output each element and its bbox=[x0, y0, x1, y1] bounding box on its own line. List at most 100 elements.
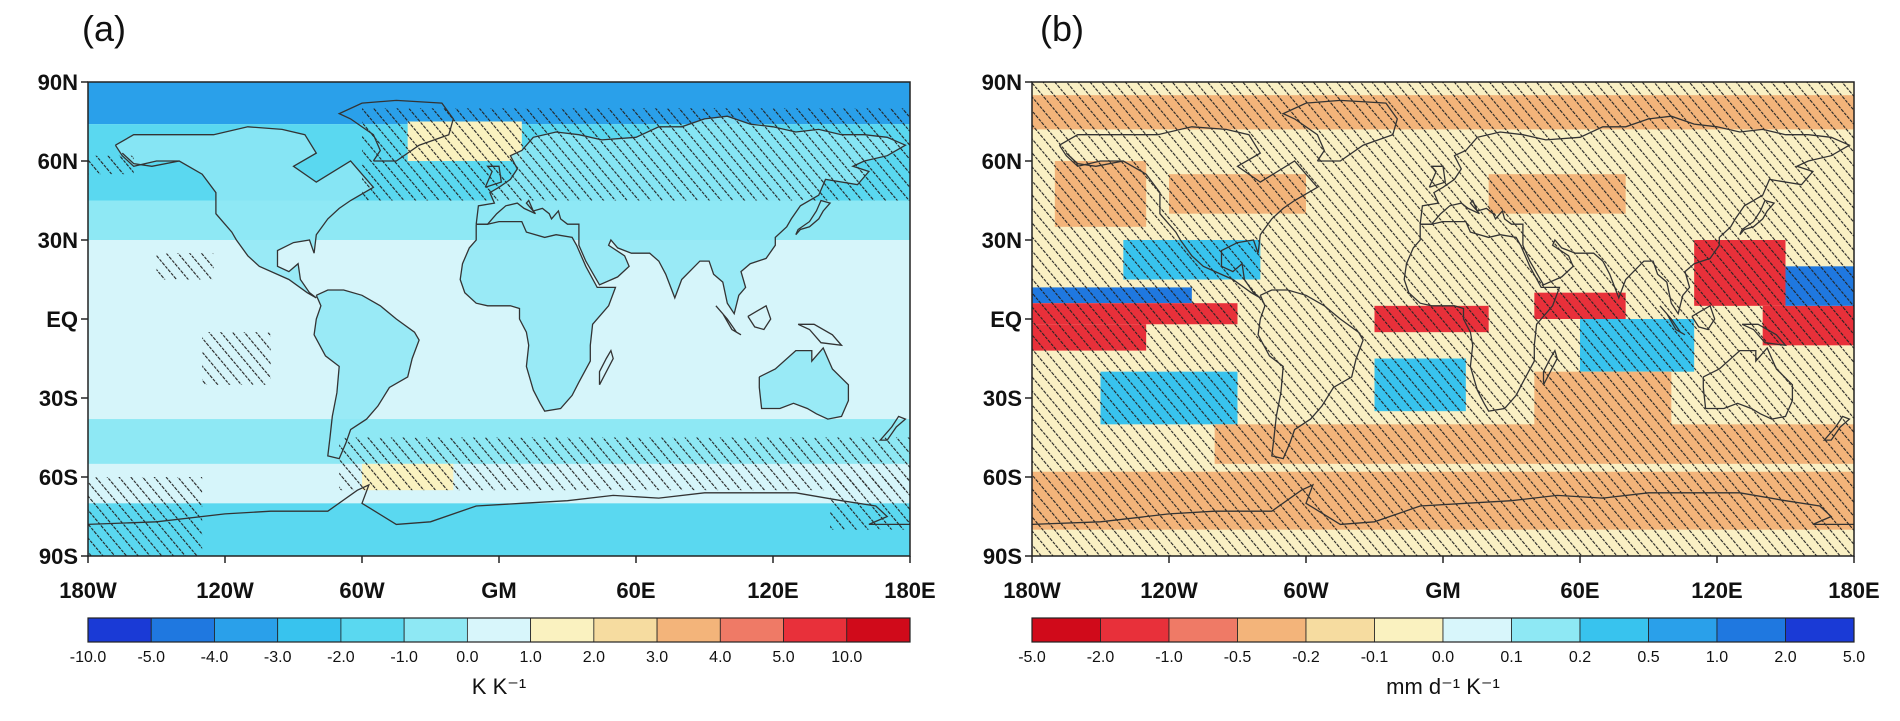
colorbar-swatch bbox=[1237, 617, 1307, 643]
map-field bbox=[1032, 82, 1854, 556]
panel-b-label: (b) bbox=[1040, 8, 1084, 49]
colorbar-tick-label: 5.0 bbox=[1843, 649, 1865, 666]
lat-label: 90N bbox=[982, 70, 1022, 95]
colorbar-tick-label: -2.0 bbox=[327, 649, 355, 666]
lon-label: 180W bbox=[59, 578, 117, 603]
coastline bbox=[1659, 305, 1686, 336]
lat-label: 90S bbox=[39, 544, 78, 569]
lat-label: 90N bbox=[38, 70, 78, 95]
colorbar-swatch bbox=[1100, 617, 1170, 643]
coastline bbox=[313, 289, 420, 460]
colorbar-swatch bbox=[403, 617, 468, 643]
colorbar-unit: mm d⁻¹ K⁻¹ bbox=[1386, 674, 1500, 699]
coastline bbox=[1032, 483, 1854, 526]
lat-label: 60N bbox=[38, 149, 78, 174]
lon-label: 180E bbox=[884, 578, 935, 603]
coastline bbox=[459, 220, 617, 412]
colorbar-tick-label: -4.0 bbox=[201, 649, 229, 666]
colorbar-tick-label: -2.0 bbox=[1087, 649, 1115, 666]
coastline bbox=[1822, 415, 1851, 441]
lon-label: 180E bbox=[1828, 578, 1879, 603]
colorbar-swatch bbox=[1305, 617, 1375, 643]
colorbar-swatch bbox=[150, 617, 215, 643]
colorbar-unit: K K⁻¹ bbox=[472, 674, 526, 699]
lon-label: 60W bbox=[1283, 578, 1328, 603]
field-land bbox=[759, 348, 849, 420]
field-antarctic bbox=[88, 503, 910, 556]
panel-a-label: (a) bbox=[82, 8, 126, 49]
lat-label: 60N bbox=[982, 149, 1022, 174]
colorbar-tick-label: -0.5 bbox=[1224, 649, 1252, 666]
colorbar-tick-label: 2.0 bbox=[1774, 649, 1796, 666]
panel-b-map: 90N 60N 30N EQ 30S 60S 90S 180W 120W 60W GM 60E 120E… bbox=[982, 70, 1880, 699]
coastline bbox=[1739, 199, 1776, 236]
coastline bbox=[1257, 289, 1364, 460]
lat-label: EQ bbox=[46, 307, 78, 332]
significance-hatch bbox=[88, 155, 134, 175]
colorbar-swatch bbox=[1511, 617, 1581, 643]
colorbar-frame bbox=[1031, 617, 1855, 643]
lon-label: 120W bbox=[1140, 578, 1198, 603]
colorbar-tick-label: 3.0 bbox=[646, 649, 668, 666]
lat-label: 90S bbox=[983, 544, 1022, 569]
colorbar-swatch bbox=[846, 617, 911, 643]
lon-label: 180W bbox=[1003, 578, 1061, 603]
colorbar-tick-label: -1.0 bbox=[390, 649, 418, 666]
colorbar-tick-label: -5.0 bbox=[1018, 649, 1046, 666]
coastline bbox=[114, 126, 375, 299]
significance-hatch bbox=[339, 437, 910, 491]
colorbar-tick-label: 0.2 bbox=[1569, 649, 1591, 666]
colorbar-tick-label: 0.0 bbox=[1432, 649, 1454, 666]
lat-label: 60S bbox=[983, 465, 1022, 490]
coastline bbox=[475, 115, 907, 316]
lat-label: 60S bbox=[39, 465, 78, 490]
colorbar-swatch bbox=[340, 617, 405, 643]
coastline bbox=[1691, 304, 1716, 331]
lon-label: 120E bbox=[747, 578, 798, 603]
colorbar-swatch bbox=[593, 617, 658, 643]
panel-a-map: 90N 60N 30N EQ 30S 60S 90S 180W 120W 60W GM 60E 120E… bbox=[38, 70, 936, 699]
colorbar-swatch bbox=[530, 617, 595, 643]
colorbar-tick-label: 1.0 bbox=[1706, 649, 1728, 666]
panel-a: (a) 90N 60N 30N EQ 30S 60S 90S 180W 120W 60W GM 60E… bbox=[38, 8, 936, 699]
colorbar-swatch bbox=[1168, 617, 1238, 643]
lon-label: 120W bbox=[196, 578, 254, 603]
colorbar-swatch bbox=[783, 617, 848, 643]
coastline bbox=[1702, 346, 1794, 420]
lon-label: GM bbox=[481, 578, 516, 603]
coastline bbox=[1065, 152, 1124, 167]
coastline bbox=[747, 304, 772, 331]
significance-hatch bbox=[202, 332, 271, 385]
lat-label: 30S bbox=[983, 386, 1022, 411]
lon-label: 60W bbox=[339, 578, 384, 603]
coastline bbox=[1281, 99, 1399, 162]
colorbar-tick-label: 0.1 bbox=[1500, 649, 1522, 666]
field-land bbox=[460, 221, 616, 412]
colorbar-tick-label: -0.1 bbox=[1361, 649, 1389, 666]
coastline bbox=[1542, 348, 1558, 386]
lat-label: 30N bbox=[982, 228, 1022, 253]
colorbar-frame bbox=[87, 617, 911, 643]
colorbar-tick-label: 1.0 bbox=[519, 649, 541, 666]
coastline bbox=[878, 415, 907, 441]
panel-b: (b) 90N 60N 30N EQ 30S 60S 90S 180W 120W 60W GM 60E… bbox=[950, 0, 1900, 721]
colorbar-tick-label: -5.0 bbox=[137, 649, 165, 666]
coastline bbox=[88, 483, 910, 526]
colorbar-tick-label: 5.0 bbox=[772, 649, 794, 666]
colorbar-tick-label: -1.0 bbox=[1155, 649, 1183, 666]
lon-label: 60E bbox=[1560, 578, 1599, 603]
colorbar-swatch bbox=[719, 617, 784, 643]
colorbar-swatch bbox=[214, 617, 279, 643]
colorbar-swatch bbox=[277, 617, 342, 643]
colorbar-swatch bbox=[1579, 617, 1649, 643]
lat-label: 30S bbox=[39, 386, 78, 411]
colorbar-swatch bbox=[1374, 617, 1444, 643]
colorbar-swatch bbox=[1648, 617, 1718, 643]
significance-hatch bbox=[830, 477, 910, 530]
colorbar-swatch bbox=[87, 617, 152, 643]
colorbar-swatch bbox=[1442, 617, 1512, 643]
coastline bbox=[1403, 220, 1561, 412]
lon-label: GM bbox=[1425, 578, 1460, 603]
colorbar-swatch bbox=[1716, 617, 1786, 643]
coastline bbox=[1058, 126, 1319, 299]
